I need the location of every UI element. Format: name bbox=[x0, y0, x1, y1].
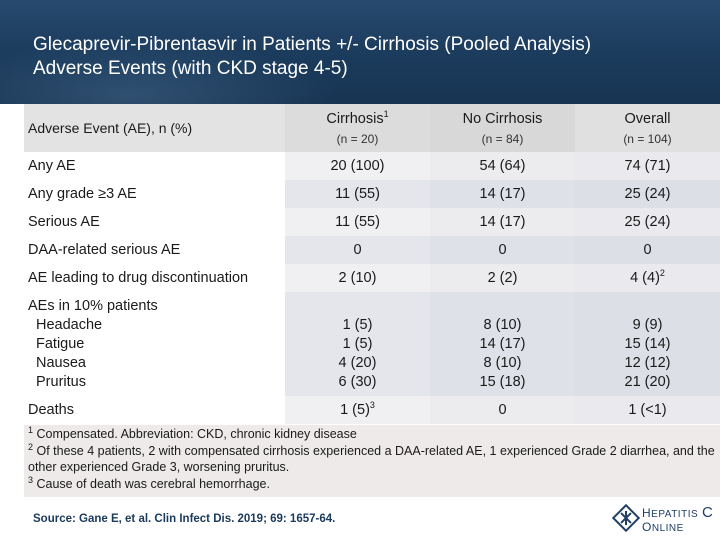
slide-title-line1: Glecaprevir-Pibrentasvir in Patients +/-… bbox=[33, 34, 592, 55]
logo-line1: HEPATITIS C bbox=[642, 504, 713, 521]
table-row-deaths: Deaths 1 (5)3 0 1 (<1) bbox=[24, 396, 720, 424]
cell-cirrhosis: 6 (30) bbox=[338, 374, 377, 390]
adverse-events-table: Adverse Event (AE), n (%) Cirrhosis1 (n … bbox=[24, 104, 720, 424]
cell-overall: 15 (14) bbox=[624, 336, 671, 352]
header-overall: Overall (n = 104) bbox=[575, 104, 720, 152]
group-labels: AEs in 10% patients Headache Fatigue Nau… bbox=[24, 292, 285, 396]
table-row: DAA-related serious AE 0 0 0 bbox=[24, 236, 720, 264]
header-overall-name: Overall bbox=[624, 110, 671, 127]
slide-title: Glecaprevir-Pibrentasvir in Patients +/-… bbox=[33, 33, 703, 81]
cell-no-cirrhosis: 0 bbox=[430, 236, 575, 264]
group-item-label: Headache bbox=[36, 317, 103, 333]
row-label: Deaths bbox=[24, 396, 285, 424]
cell-cirrhosis-sup: 3 bbox=[369, 400, 375, 411]
cell-no-cirrhosis: 14 (17) bbox=[430, 208, 575, 236]
group-no-cirrhosis: 8 (10) 14 (17) 8 (10) 15 (18) bbox=[430, 292, 575, 396]
group-label: AEs in 10% patients bbox=[28, 298, 158, 314]
cell-no-cirrhosis: 0 bbox=[430, 396, 575, 424]
table-row: Any AE 20 (100) 54 (64) 74 (71) bbox=[24, 152, 720, 180]
hepatitis-c-online-logo: HEPATITIS C ONLINE bbox=[612, 502, 716, 536]
slide-title-line2: Adverse Events (with CKD stage 4-5) bbox=[33, 58, 348, 79]
group-item-label: Fatigue bbox=[36, 336, 85, 352]
cell-no-cirrhosis: 14 (17) bbox=[479, 336, 526, 352]
cell-overall: 4 (4)2 bbox=[575, 264, 720, 292]
row-label: AE leading to drug discontinuation bbox=[24, 264, 285, 292]
header-cirrhosis-n: (n = 20) bbox=[336, 131, 379, 146]
footnote-1-text: Compensated. Abbreviation: CKD, chronic … bbox=[36, 427, 357, 441]
cell-no-cirrhosis: 14 (17) bbox=[430, 180, 575, 208]
row-label: DAA-related serious AE bbox=[24, 236, 285, 264]
header-no-cirrhosis: No Cirrhosis (n = 84) bbox=[430, 104, 575, 152]
table-row: AE leading to drug discontinuation 2 (10… bbox=[24, 264, 720, 292]
header-label: Adverse Event (AE), n (%) bbox=[24, 104, 285, 152]
cell-cirrhosis: 11 (55) bbox=[285, 180, 430, 208]
group-item-label: Pruritus bbox=[36, 374, 86, 390]
cell-overall: 25 (24) bbox=[575, 208, 720, 236]
footnote-1: 1 Compensated. Abbreviation: CKD, chroni… bbox=[28, 424, 716, 443]
footnote-2-mark: 2 bbox=[28, 441, 34, 452]
header-overall-n: (n = 104) bbox=[623, 131, 672, 146]
row-label: Any grade ≥3 AE bbox=[24, 180, 285, 208]
logo-line1-initial: H bbox=[642, 506, 652, 520]
cell-cirrhosis-value: 1 (5) bbox=[340, 402, 370, 418]
header-no-cirrhosis-name: No Cirrhosis bbox=[462, 110, 543, 127]
cell-cirrhosis: 20 (100) bbox=[285, 152, 430, 180]
group-cirrhosis: 1 (5) 1 (5) 4 (20) 6 (30) bbox=[285, 292, 430, 396]
cell-no-cirrhosis: 8 (10) bbox=[483, 355, 522, 371]
logo-line2-rest: NLINE bbox=[651, 523, 684, 534]
cell-overall-sup: 2 bbox=[659, 268, 665, 279]
cell-cirrhosis: 1 (5) bbox=[342, 336, 373, 352]
cell-overall: 21 (20) bbox=[624, 374, 671, 390]
cell-no-cirrhosis: 54 (64) bbox=[430, 152, 575, 180]
cell-overall: 25 (24) bbox=[575, 180, 720, 208]
header-cirrhosis-sup: 1 bbox=[383, 108, 389, 119]
header-cirrhosis: Cirrhosis1 (n = 20) bbox=[285, 104, 430, 152]
row-label: Any AE bbox=[24, 152, 285, 180]
footnote-3-text: Cause of death was cerebral hemorrhage. bbox=[36, 476, 270, 491]
cell-overall: 9 (9) bbox=[632, 317, 663, 333]
logo-line2: ONLINE bbox=[642, 520, 684, 534]
cell-overall-value: 4 (4) bbox=[630, 270, 660, 286]
table-row-group: AEs in 10% patients Headache Fatigue Nau… bbox=[24, 292, 720, 396]
cell-cirrhosis: 0 bbox=[285, 236, 430, 264]
hepatitis-c-online-logo-icon bbox=[612, 504, 640, 532]
cell-cirrhosis: 2 (10) bbox=[285, 264, 430, 292]
header-cirrhosis-name: Cirrhosis bbox=[326, 110, 384, 127]
table-row: Any grade ≥3 AE 11 (55) 14 (17) 25 (24) bbox=[24, 180, 720, 208]
group-item-label: Nausea bbox=[36, 355, 86, 371]
cell-cirrhosis: 11 (55) bbox=[285, 208, 430, 236]
footnote-2: 2 Of these 4 patients, 2 with compensate… bbox=[28, 441, 716, 476]
header-glow bbox=[0, 40, 340, 104]
group-overall: 9 (9) 15 (14) 12 (12) 21 (20) bbox=[575, 292, 720, 396]
footnote-1-mark: 1 bbox=[28, 424, 34, 435]
logo-line1-rest: EPATITIS bbox=[651, 509, 699, 520]
source-citation: Source: Gane E, et al. Clin Infect Dis. … bbox=[33, 513, 336, 525]
table-row: Serious AE 11 (55) 14 (17) 25 (24) bbox=[24, 208, 720, 236]
footnote-2-text: Of these 4 patients, 2 with compensated … bbox=[28, 443, 715, 475]
slide-header: Glecaprevir-Pibrentasvir in Patients +/-… bbox=[0, 0, 720, 104]
cell-cirrhosis: 1 (5)3 bbox=[285, 396, 430, 424]
cell-no-cirrhosis: 2 (2) bbox=[430, 264, 575, 292]
cell-no-cirrhosis: 8 (10) bbox=[483, 317, 522, 333]
footnote-3: 3 Cause of death was cerebral hemorrhage… bbox=[28, 474, 716, 493]
footnote-3-mark: 3 bbox=[28, 474, 34, 485]
cell-cirrhosis: 4 (20) bbox=[338, 355, 377, 371]
cell-overall: 12 (12) bbox=[624, 355, 671, 371]
cell-overall: 0 bbox=[575, 236, 720, 264]
header-no-cirrhosis-n: (n = 84) bbox=[481, 131, 524, 146]
cell-no-cirrhosis: 15 (18) bbox=[479, 374, 526, 390]
row-label: Serious AE bbox=[24, 208, 285, 236]
cell-cirrhosis: 1 (5) bbox=[342, 317, 373, 333]
table-header-row: Adverse Event (AE), n (%) Cirrhosis1 (n … bbox=[24, 104, 720, 152]
logo-line2-initial: O bbox=[642, 520, 652, 534]
cell-overall: 74 (71) bbox=[575, 152, 720, 180]
footnotes: 1 Compensated. Abbreviation: CKD, chroni… bbox=[24, 425, 720, 497]
cell-overall: 1 (<1) bbox=[575, 396, 720, 424]
logo-line1-letter: C bbox=[701, 504, 714, 521]
